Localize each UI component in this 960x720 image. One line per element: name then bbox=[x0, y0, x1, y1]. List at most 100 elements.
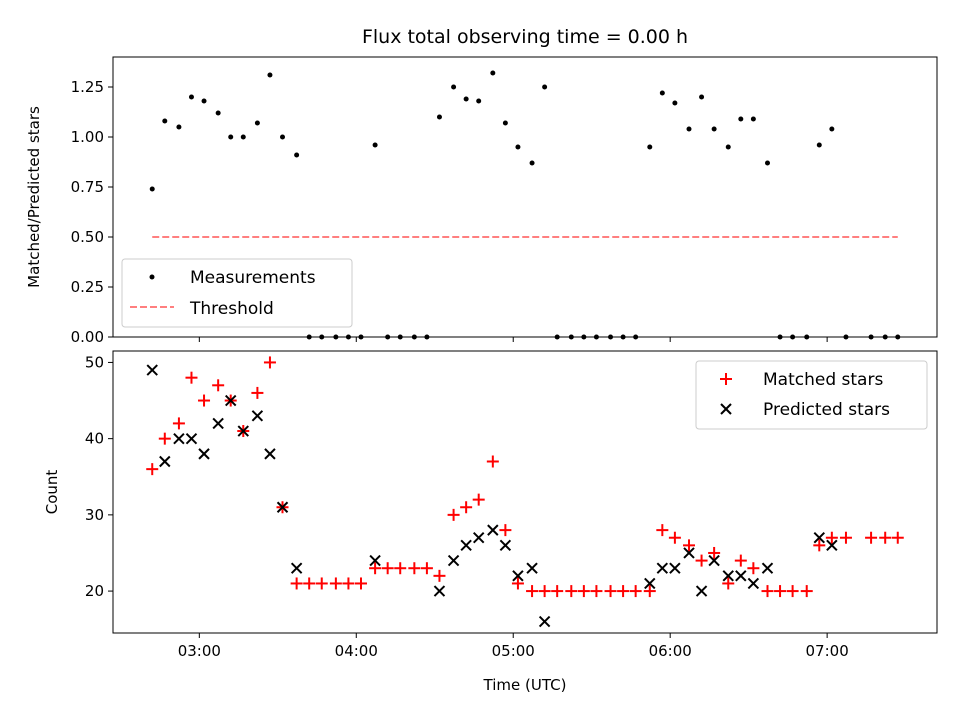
measurement-point bbox=[686, 126, 692, 132]
predicted-star-point bbox=[276, 501, 289, 513]
measurement-point bbox=[436, 114, 442, 120]
measurement-point bbox=[188, 94, 194, 100]
measurement-point bbox=[162, 118, 168, 124]
measurement-point bbox=[515, 144, 521, 150]
predicted-star-point bbox=[487, 524, 499, 536]
measurement-point bbox=[215, 110, 221, 116]
predicted-star-point bbox=[761, 562, 774, 574]
ratio-x-ticks bbox=[198, 337, 828, 342]
matched-star-point bbox=[551, 585, 564, 598]
count-axes-frame bbox=[112, 350, 938, 634]
predicted-star-point bbox=[212, 417, 224, 430]
matched-star-point bbox=[303, 577, 316, 590]
predicted-star-point bbox=[369, 554, 381, 567]
matched-star-point bbox=[198, 394, 211, 407]
matched-star-point bbox=[538, 585, 551, 598]
count-y-tick-label: 30 bbox=[85, 506, 104, 524]
count-y-axis: 20 30 40 50 bbox=[85, 353, 113, 600]
matched-star-point bbox=[604, 585, 617, 598]
measurement-point bbox=[176, 124, 182, 130]
predicted-star-point bbox=[826, 539, 838, 552]
predicted-star-point bbox=[644, 577, 656, 590]
predicted-star-point bbox=[251, 410, 264, 422]
matched-star-point bbox=[800, 585, 813, 598]
count-legend-box bbox=[695, 360, 928, 430]
matched-star-point bbox=[526, 585, 539, 598]
ratio-y-tick-label: 0.00 bbox=[71, 328, 104, 346]
count-x-tick-label: 04:00 bbox=[335, 642, 378, 660]
measurement-point bbox=[502, 120, 508, 126]
measurement-point bbox=[149, 186, 155, 192]
matched-star-point bbox=[511, 577, 524, 590]
predicted-star-point bbox=[433, 585, 446, 597]
matched-star-point bbox=[747, 562, 760, 575]
measurement-point bbox=[816, 142, 822, 148]
measurement-point bbox=[647, 144, 653, 150]
matched-star-point bbox=[565, 585, 578, 598]
measurement-point bbox=[829, 126, 835, 132]
legend-measurements-label: Measurements bbox=[190, 268, 316, 288]
measurement-point bbox=[542, 84, 548, 90]
matched-star-point bbox=[577, 585, 590, 598]
matched-star-point bbox=[172, 417, 185, 430]
matched-star-point bbox=[722, 577, 735, 590]
predicted-star-point bbox=[656, 562, 669, 574]
measurement-point bbox=[451, 84, 457, 90]
measurement-point bbox=[201, 98, 207, 104]
measurement-point bbox=[280, 134, 286, 140]
predicted-star-point bbox=[538, 615, 551, 628]
legend-predicted-marker bbox=[720, 403, 732, 415]
measurement-point bbox=[476, 98, 482, 104]
predicted-star-point bbox=[447, 554, 460, 567]
count-x-tick-label: 05:00 bbox=[492, 642, 535, 660]
predicted-star-point bbox=[264, 448, 276, 460]
predicted-star-point bbox=[722, 570, 734, 582]
measurement-point bbox=[490, 70, 496, 76]
predicted-star-point bbox=[669, 562, 681, 574]
legend-matched-marker bbox=[720, 373, 732, 385]
ratio-y-axis: 0.00 0.25 0.50 0.75 1.00 1.25 bbox=[71, 78, 113, 346]
ratio-axes-frame bbox=[112, 56, 938, 338]
matched-star-point bbox=[486, 455, 499, 468]
ratio-y-tick-label: 1.00 bbox=[71, 128, 104, 146]
measurement-point bbox=[659, 90, 665, 96]
matched-star-point bbox=[825, 531, 838, 544]
measurement-point bbox=[228, 134, 234, 140]
measurement-point bbox=[267, 72, 273, 78]
predicted-star-point bbox=[695, 585, 708, 597]
count-panel: 20 30 40 50 03:00 04:00 05:00 06:00 07:00 Count… bbox=[43, 350, 938, 694]
ratio-legend-box bbox=[121, 258, 353, 328]
matched-star-point bbox=[460, 501, 473, 514]
predicted-star-point bbox=[499, 539, 512, 552]
matched-star-point bbox=[786, 585, 799, 598]
matched-star-point bbox=[774, 585, 787, 598]
matched-star-point bbox=[342, 577, 355, 590]
predicted-star-point bbox=[683, 547, 695, 559]
matched-star-point bbox=[472, 493, 485, 506]
matched-star-point bbox=[290, 577, 303, 590]
predicted-star-point bbox=[460, 539, 472, 552]
matched-star-point bbox=[212, 379, 225, 392]
predicted-star-point bbox=[290, 562, 303, 574]
count-y-tick-label: 40 bbox=[85, 430, 104, 448]
matched-star-point bbox=[394, 562, 407, 575]
matched-star-point bbox=[683, 539, 696, 552]
matched-star-point bbox=[879, 531, 892, 544]
ratio-y-axis-label: Matched/Predicted stars bbox=[25, 106, 43, 288]
matched-star-point bbox=[629, 585, 642, 598]
predicted-star-point bbox=[173, 432, 185, 445]
matched-star-point bbox=[695, 554, 708, 567]
matched-star-point bbox=[381, 562, 394, 575]
count-x-tick-label: 03:00 bbox=[178, 642, 221, 660]
ratio-panel: 0.00 0.25 0.50 0.75 1.00 1.25 Matched/Predict… bbox=[25, 56, 938, 346]
predicted-star-point bbox=[198, 448, 210, 460]
predicted-star-point bbox=[526, 562, 538, 574]
matched-star-point bbox=[369, 562, 382, 575]
predicted-star-point bbox=[159, 455, 171, 468]
matched-star-point bbox=[617, 585, 630, 598]
matched-star-point bbox=[865, 531, 878, 544]
matched-star-point bbox=[354, 577, 367, 590]
matched-star-point bbox=[656, 524, 669, 537]
